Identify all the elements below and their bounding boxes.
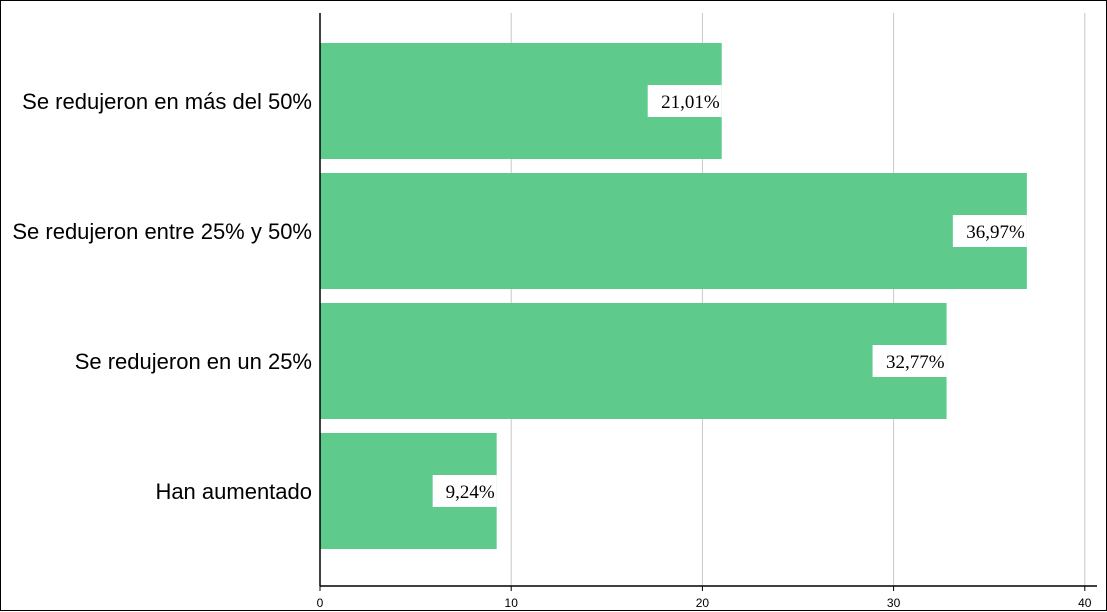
data-label-box: [647, 85, 722, 117]
data-label-box: [432, 475, 497, 507]
x-tick-label: 40: [1078, 596, 1092, 610]
bar: [320, 303, 947, 419]
bar-layer: [320, 43, 1027, 549]
category-label: Han aumentado: [155, 479, 312, 504]
x-tick-label: 10: [505, 596, 519, 610]
category-label: Se redujeron en más del 50%: [22, 89, 312, 114]
x-tick-label: 0: [317, 596, 324, 610]
data-label: 9,24%: [446, 482, 495, 503]
data-label: 21,01%: [661, 92, 720, 113]
axis-layer: 0 10 20 30 40: [317, 13, 1097, 610]
x-tick-label: 30: [887, 596, 901, 610]
data-label-box: [952, 215, 1027, 247]
label-layer: Se redujeron en más del 50% 21,01% Se redu…: [12, 85, 1027, 507]
bar: [320, 173, 1027, 289]
category-label: Se redujeron en un 25%: [75, 349, 312, 374]
data-label-box: [872, 345, 947, 377]
data-label: 36,97%: [966, 222, 1025, 243]
x-tick-label: 20: [696, 596, 710, 610]
category-label: Se redujeron entre 25% y 50%: [12, 219, 312, 244]
data-label: 32,77%: [886, 352, 945, 373]
